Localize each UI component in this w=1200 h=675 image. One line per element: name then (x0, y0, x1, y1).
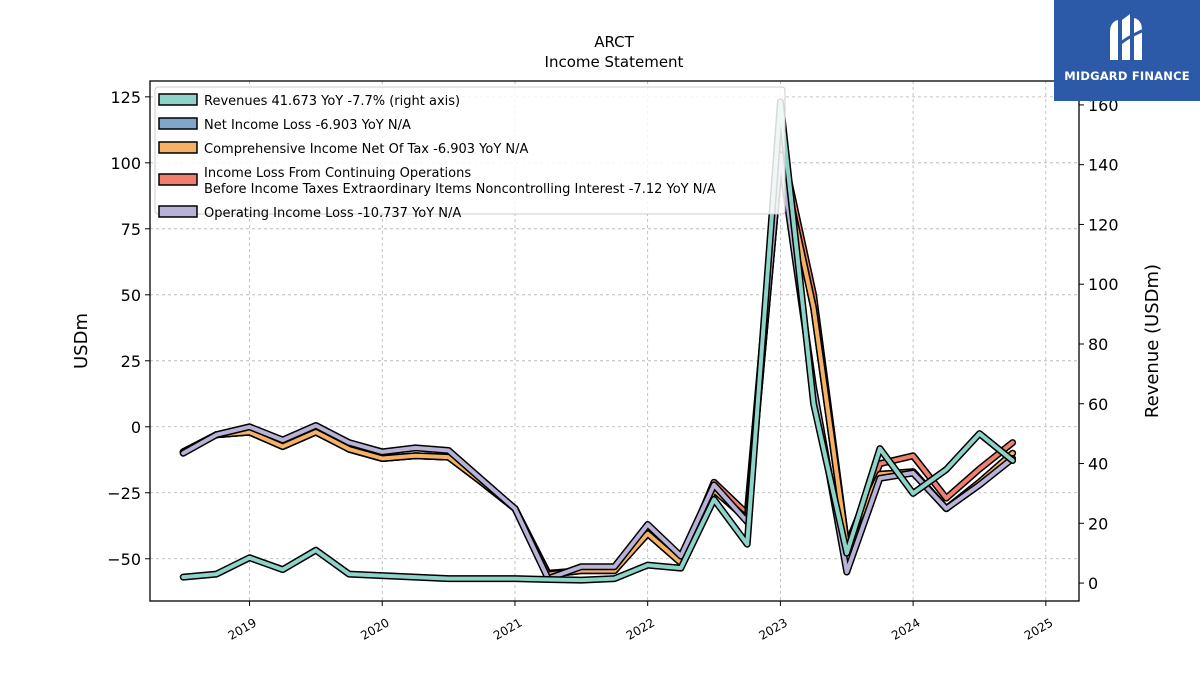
legend-label: Operating Income Loss -10.737 YoY N/A (204, 206, 461, 221)
x-tick-label: 2024 (889, 615, 922, 642)
midgard-logo-icon (1110, 14, 1145, 60)
left-tick-label: 50 (121, 286, 141, 305)
legend-label: Revenues 41.673 YoY -7.7% (right axis) (204, 94, 460, 109)
chart-subtitle: Income Statement (545, 53, 684, 71)
left-tick-label: 75 (121, 220, 141, 239)
legend-swatch (158, 173, 198, 186)
left-tick-label: 0 (131, 418, 141, 437)
x-tick-label: 2022 (624, 615, 657, 642)
series-line-3 (181, 152, 1015, 581)
x-axis: 2019 2020 2021 2022 2023 2024 2025 (226, 601, 1055, 643)
left-tick-label: −50 (107, 550, 141, 569)
left-tick-label: −25 (107, 484, 141, 503)
legend-label: Income Loss From Continuing Operations (204, 166, 471, 181)
legend: Revenues 41.673 YoY -7.7% (right axis) Ne… (154, 86, 786, 221)
legend-box (154, 86, 786, 215)
y-axis-label: USDm (71, 313, 92, 369)
left-tick-label: 125 (110, 88, 141, 107)
legend-swatch (158, 117, 198, 130)
x-tick-label: 2023 (756, 615, 789, 642)
legend-label: Before Income Taxes Extraordinary Items … (204, 182, 716, 197)
legend-swatch (158, 141, 198, 154)
right-tick-label: 100 (1088, 275, 1119, 294)
series-line-4 (181, 99, 1015, 583)
left-axis: 125 100 75 50 25 0 −25 −50 (107, 88, 150, 569)
x-tick-label: 2020 (358, 615, 391, 642)
x-tick-label: 2019 (226, 615, 259, 642)
brand-name: MIDGARD FINANCE (1064, 69, 1190, 83)
right-tick-label: 140 (1088, 156, 1119, 175)
left-tick-label: 100 (110, 154, 141, 173)
right-tick-label: 0 (1088, 574, 1098, 593)
legend-swatch (158, 93, 198, 106)
right-tick-label: 40 (1088, 455, 1108, 474)
chart-title: ARCT (594, 33, 634, 51)
right-tick-label: 20 (1088, 514, 1108, 533)
legend-swatch (158, 205, 198, 218)
right-tick-label: 80 (1088, 335, 1108, 354)
x-tick-label: 2021 (491, 615, 524, 642)
plot-frame (149, 80, 1080, 602)
legend-label: Comprehensive Income Net Of Tax -6.903 Y… (204, 142, 529, 157)
x-tick-label: 2025 (1022, 615, 1055, 642)
right-tick-label: 120 (1088, 215, 1119, 234)
brand-logo: MIDGARD FINANCE (1054, 0, 1200, 101)
legend-label: Net Income Loss -6.903 YoY N/A (204, 118, 411, 133)
y2-axis-label: Revenue (USDm) (1142, 264, 1163, 418)
right-tick-label: 60 (1088, 395, 1108, 414)
series-layer (179, 98, 1017, 584)
left-tick-label: 25 (121, 352, 141, 371)
